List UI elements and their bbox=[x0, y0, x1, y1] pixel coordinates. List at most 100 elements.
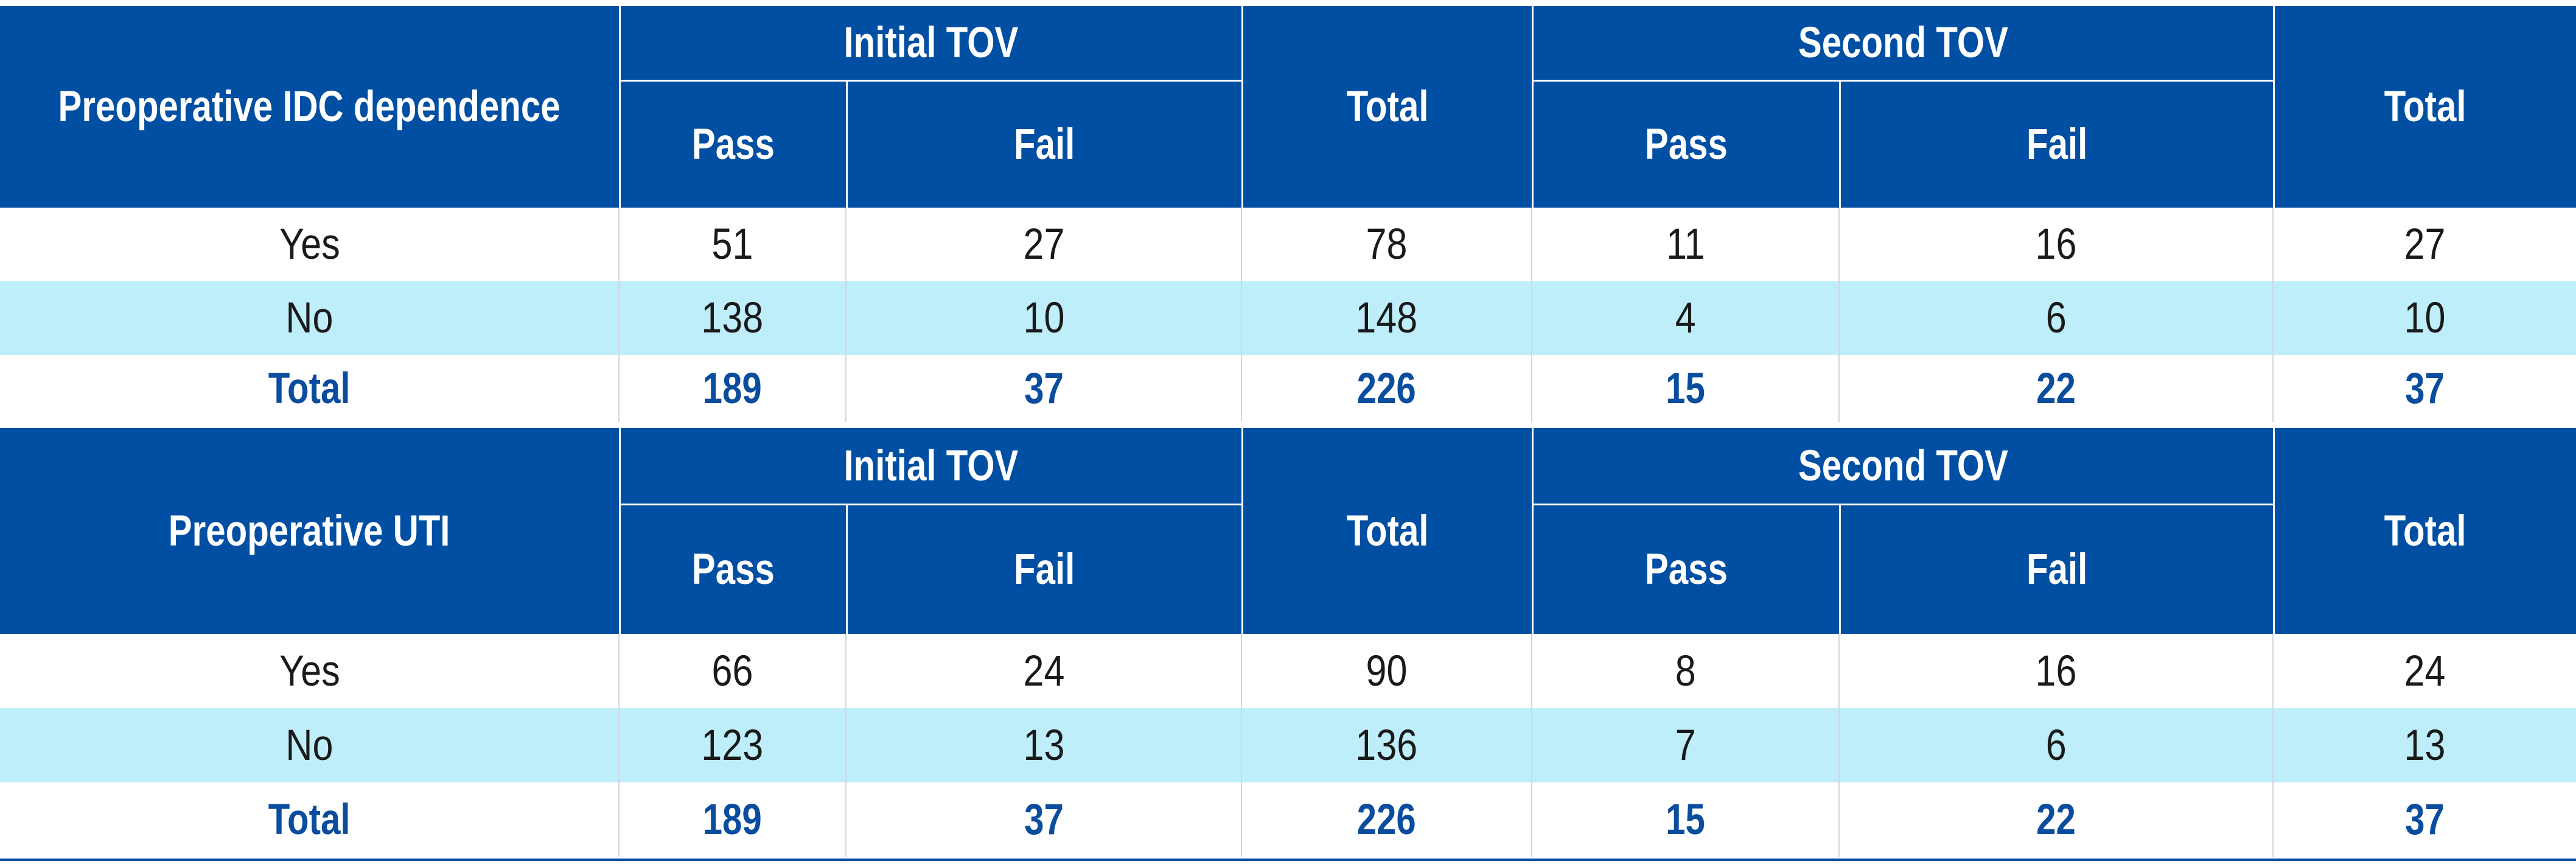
initial-pass-label: Pass bbox=[692, 546, 775, 594]
row-label-text: No bbox=[285, 294, 333, 342]
column-divider bbox=[1241, 634, 1242, 857]
cell-value: 24 bbox=[1023, 647, 1064, 695]
cell-value: 7 bbox=[1675, 721, 1696, 770]
second-pass-header: Pass bbox=[1532, 505, 1839, 634]
column-divider bbox=[618, 634, 620, 857]
table-cell: 11 bbox=[1532, 208, 1839, 281]
second-total-header: Total bbox=[2273, 428, 2576, 634]
group-initial-tov-label: Initial TOV bbox=[843, 441, 1019, 490]
second-total-label: Total bbox=[2384, 507, 2466, 555]
initial-pass-label: Pass bbox=[692, 121, 775, 169]
cell-value: 27 bbox=[2404, 220, 2445, 269]
table-cell: 27 bbox=[846, 208, 1241, 281]
table-cell: 226 bbox=[1241, 355, 1532, 422]
initial-pass-header: Pass bbox=[619, 505, 846, 634]
second-fail-header: Fail bbox=[1839, 82, 2273, 208]
initial-total-header: Total bbox=[1241, 428, 1532, 634]
table-cell: 148 bbox=[1241, 281, 1532, 355]
table-cell: 13 bbox=[2273, 708, 2576, 782]
column-divider bbox=[1838, 208, 1840, 422]
column-divider bbox=[1241, 208, 1242, 422]
cell-value: 15 bbox=[1666, 795, 1705, 844]
cell-value: 90 bbox=[1366, 647, 1408, 695]
cell-value: 189 bbox=[702, 364, 763, 413]
initial-total-label: Total bbox=[1346, 83, 1429, 131]
row-label-yes: Yes bbox=[0, 634, 619, 708]
table-cell: 90 bbox=[1241, 634, 1532, 708]
initial-fail-header: Fail bbox=[846, 82, 1241, 208]
table-cell: 136 bbox=[1241, 708, 1532, 782]
cell-value: 10 bbox=[2404, 294, 2445, 342]
cell-value: 51 bbox=[711, 220, 753, 269]
table-cell: 22 bbox=[1839, 355, 2273, 422]
initial-fail-label: Fail bbox=[1014, 546, 1075, 594]
table-cell: 7 bbox=[1532, 708, 1839, 782]
table-cell: 37 bbox=[2273, 782, 2576, 857]
column-divider bbox=[2272, 208, 2274, 422]
table-preoperative-uti: Preoperative UTI Initial TOV Total Secon… bbox=[0, 422, 2576, 864]
row-label-text: No bbox=[285, 721, 333, 770]
row-label-text: Yes bbox=[279, 220, 340, 269]
table-cell: 189 bbox=[619, 782, 846, 857]
row-label-no: No bbox=[0, 281, 619, 355]
second-fail-label: Fail bbox=[2026, 121, 2088, 169]
table-cell: 16 bbox=[1839, 208, 2273, 281]
cell-value: 15 bbox=[1666, 364, 1705, 413]
cell-value: 11 bbox=[1666, 220, 1705, 269]
cell-value: 13 bbox=[1023, 721, 1064, 770]
table-cell: 189 bbox=[619, 355, 846, 422]
header-divider bbox=[619, 504, 1241, 505]
row-header-label: Preoperative IDC dependence bbox=[58, 83, 561, 131]
column-divider bbox=[1531, 634, 1532, 857]
table-cell: 15 bbox=[1532, 355, 1839, 422]
column-divider bbox=[1531, 208, 1532, 422]
cell-value: 6 bbox=[2045, 721, 2067, 770]
table-cell: 13 bbox=[846, 708, 1241, 782]
group-second-tov-header: Second TOV bbox=[1532, 428, 2273, 504]
cell-value: 16 bbox=[2035, 220, 2077, 269]
cell-value: 78 bbox=[1366, 220, 1408, 269]
cell-value: 37 bbox=[2404, 364, 2445, 413]
table-cell: 66 bbox=[619, 634, 846, 708]
column-divider bbox=[2272, 634, 2274, 857]
row-header-label: Preoperative UTI bbox=[169, 507, 450, 555]
cell-value: 22 bbox=[2036, 364, 2076, 413]
cell-value: 37 bbox=[1024, 795, 1064, 844]
cell-value: 123 bbox=[701, 721, 764, 770]
table-cell: 37 bbox=[846, 355, 1241, 422]
cell-value: 13 bbox=[2404, 721, 2445, 770]
table-cell: 22 bbox=[1839, 782, 2273, 857]
header-divider bbox=[619, 80, 1241, 82]
table-cell: 138 bbox=[619, 281, 846, 355]
table-cell: 51 bbox=[619, 208, 846, 281]
row-label-no: No bbox=[0, 708, 619, 782]
table-cell: 123 bbox=[619, 708, 846, 782]
initial-pass-header: Pass bbox=[619, 82, 846, 208]
row-label-text: Yes bbox=[279, 647, 340, 695]
column-divider bbox=[618, 208, 620, 422]
group-second-tov-header: Second TOV bbox=[1532, 6, 2273, 80]
cell-value: 148 bbox=[1355, 294, 1418, 342]
row-label-text: Total bbox=[268, 795, 351, 844]
row-label-text: Total bbox=[268, 364, 351, 413]
second-total-label: Total bbox=[2384, 83, 2466, 131]
table-cell: 10 bbox=[2273, 281, 2576, 355]
table-cell: 27 bbox=[2273, 208, 2576, 281]
column-divider bbox=[845, 634, 846, 857]
cell-value: 37 bbox=[2404, 795, 2445, 844]
group-initial-tov-header: Initial TOV bbox=[619, 6, 1241, 80]
second-fail-header: Fail bbox=[1839, 505, 2273, 634]
row-label-yes: Yes bbox=[0, 208, 619, 281]
cell-value: 4 bbox=[1675, 294, 1696, 342]
cell-value: 27 bbox=[1023, 220, 1064, 269]
table-cell: 8 bbox=[1532, 634, 1839, 708]
cell-value: 10 bbox=[1023, 294, 1064, 342]
table-cell: 37 bbox=[2273, 355, 2576, 422]
table-cell: 78 bbox=[1241, 208, 1532, 281]
cell-value: 189 bbox=[702, 795, 763, 844]
table-cell: 37 bbox=[846, 782, 1241, 857]
second-pass-label: Pass bbox=[1645, 121, 1728, 169]
row-label-total: Total bbox=[0, 355, 619, 422]
initial-fail-label: Fail bbox=[1014, 121, 1075, 169]
